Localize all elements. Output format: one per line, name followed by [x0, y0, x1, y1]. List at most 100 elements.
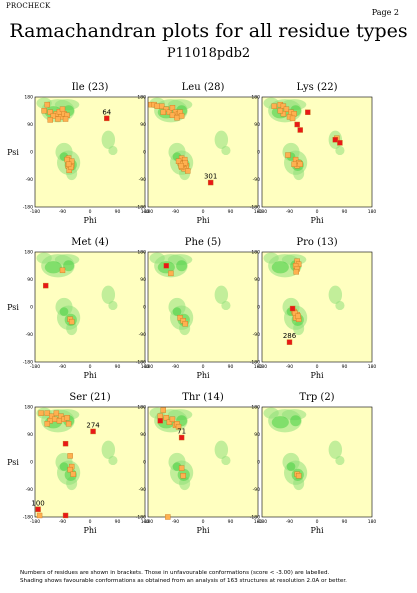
residue-point — [166, 419, 173, 425]
residue-point — [166, 109, 173, 115]
y-tick-label: -90 — [139, 487, 146, 493]
x-tick-label: 180 — [254, 364, 263, 370]
favourable-region — [293, 476, 305, 491]
residue-point — [159, 103, 165, 109]
y-tick-label: -180 — [136, 205, 146, 211]
y-tick-label: -180 — [23, 360, 33, 366]
plot-frame — [147, 406, 259, 518]
x-tick-label: -90 — [172, 519, 179, 525]
plot-frame — [261, 406, 373, 518]
residue-point — [65, 161, 72, 167]
y-tick-label: 0 — [143, 150, 146, 156]
residue-point — [47, 117, 53, 123]
residue-label: 301 — [204, 173, 217, 181]
residue-point-unfavourable — [337, 140, 343, 146]
favourable-region — [293, 321, 305, 336]
x-axis-label: Phi — [83, 371, 97, 380]
y-tick-label: 180 — [137, 250, 146, 256]
y-tick-label: 0 — [257, 305, 260, 311]
residue-point — [44, 410, 50, 416]
favourable-region — [281, 409, 307, 421]
y-tick-label: 90 — [140, 432, 146, 438]
residue-point — [289, 115, 296, 122]
x-tick-label: 0 — [89, 519, 92, 525]
x-tick-label: 180 — [368, 519, 377, 525]
favourable-region — [221, 145, 231, 156]
favourable-region — [214, 130, 229, 149]
y-tick-label: -180 — [250, 515, 260, 521]
y-tick-label: -90 — [26, 487, 33, 493]
y-tick-label: 0 — [30, 460, 33, 466]
residue-point — [168, 270, 174, 277]
favourable-region — [221, 300, 231, 311]
x-axis-label: Phi — [196, 371, 210, 380]
x-tick-label: -180 — [30, 209, 40, 215]
residue-point — [41, 108, 47, 114]
x-axis-label: Phi — [310, 526, 324, 535]
x-axis-label: Phi — [196, 526, 210, 535]
residue-point — [52, 416, 58, 422]
residue-point — [62, 116, 69, 122]
x-tick-label: -180 — [257, 364, 267, 370]
residue-point — [280, 103, 287, 109]
x-tick-label: 180 — [368, 364, 377, 370]
favourable-region — [108, 455, 118, 466]
residue-point — [182, 321, 188, 327]
x-tick-label: 180 — [368, 209, 377, 215]
residue-point — [160, 407, 166, 413]
y-tick-label: -180 — [250, 360, 260, 366]
plot-frame — [261, 251, 373, 363]
x-axis-label: Phi — [83, 216, 97, 225]
x-tick-label: -90 — [286, 519, 293, 525]
residue-point — [59, 267, 66, 274]
favourable-region — [263, 252, 279, 264]
residue-point — [50, 113, 57, 119]
plot-title: Met (4) — [71, 237, 109, 248]
y-tick-label: -180 — [136, 360, 146, 366]
y-tick-label: 0 — [257, 460, 260, 466]
x-tick-label: 90 — [228, 364, 234, 370]
x-tick-label: 90 — [342, 364, 348, 370]
favourable-region — [63, 260, 75, 272]
residue-point — [47, 109, 53, 115]
favourable-region — [44, 261, 62, 274]
y-tick-label: 180 — [137, 95, 146, 101]
y-tick-label: -180 — [250, 205, 260, 211]
x-tick-label: 0 — [89, 364, 92, 370]
favourable-region — [36, 252, 52, 264]
y-tick-label: -90 — [26, 332, 33, 338]
residue-point — [36, 512, 43, 519]
residue-point — [297, 161, 303, 167]
x-tick-label: -90 — [172, 209, 179, 215]
favourable-region — [66, 476, 78, 491]
x-tick-label: 180 — [254, 209, 263, 215]
residue-point-unfavourable — [207, 179, 214, 186]
residue-label: 100 — [31, 499, 44, 507]
y-tick-label: -90 — [253, 177, 260, 183]
x-tick-label: 0 — [316, 209, 319, 215]
residue-point — [59, 106, 66, 112]
favourable-region — [263, 407, 279, 419]
y-tick-label: 180 — [24, 95, 33, 101]
residue-point — [169, 416, 176, 422]
x-tick-label: 180 — [254, 519, 263, 525]
plot-title: Pro (13) — [296, 237, 337, 248]
residue-point — [64, 156, 70, 163]
residue-point — [64, 414, 70, 421]
footer-notes: Numbers of residues are shown in bracket… — [20, 569, 347, 585]
plot-frame — [34, 406, 146, 518]
x-tick-label: 0 — [202, 364, 205, 370]
plot-title: Phe (5) — [185, 237, 222, 248]
residue-point — [169, 112, 176, 119]
residue-point — [165, 514, 171, 520]
favourable-region — [328, 285, 343, 304]
favourable-region — [101, 440, 116, 459]
residue-point — [277, 108, 284, 114]
y-tick-label: -90 — [139, 332, 146, 338]
favourable-region — [167, 254, 193, 266]
residue-point — [38, 410, 44, 416]
page-subtitle: P11018pdb2 — [166, 46, 251, 61]
y-tick-label: -180 — [23, 205, 33, 211]
favourable-region — [101, 285, 116, 304]
plot-title: Thr (14) — [182, 392, 224, 403]
